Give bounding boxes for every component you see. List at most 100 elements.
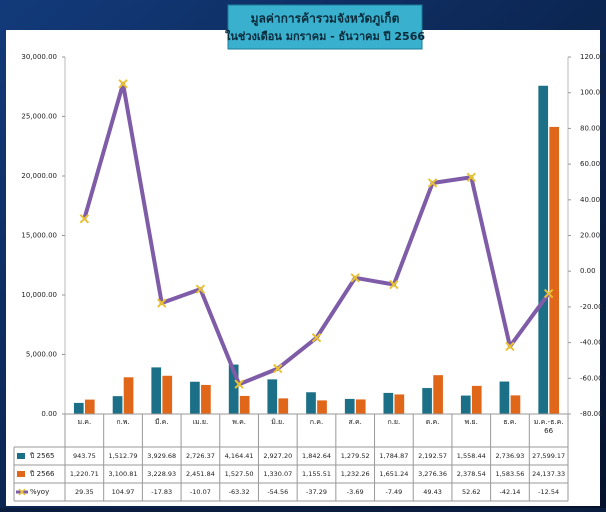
chart-title: มูลค่าการค้ารวมจังหวัดภูเก็ต xyxy=(251,11,400,27)
table-value: 943.75 xyxy=(73,452,96,460)
bar xyxy=(499,381,509,414)
chart: มูลค่าการค้ารวมจังหวัดภูเก็ต ในช่วงเดือน… xyxy=(0,0,606,508)
y-tick-label: 20,000.00 xyxy=(21,172,57,180)
bar xyxy=(190,382,200,414)
table-value: 3,100.81 xyxy=(109,470,138,478)
x-tick-label: ก.พ. xyxy=(105,418,142,427)
bar xyxy=(74,403,84,414)
x-tick-label-box: ส.ค. xyxy=(337,418,374,445)
table-value: 1,220.71 xyxy=(70,470,99,478)
bar xyxy=(433,375,443,414)
table-value: 2,927.20 xyxy=(263,452,292,460)
x-tick-label: พ.ย. xyxy=(453,418,490,427)
x-tick-label-box: พ.ค. xyxy=(221,418,258,445)
bar xyxy=(345,399,355,414)
y2-tick-label: -20.00 xyxy=(580,303,603,311)
table-value: 2,726.37 xyxy=(186,452,215,460)
legend-label: ปี 2566 xyxy=(30,470,55,478)
bar xyxy=(306,392,316,414)
table-value: 1,512.79 xyxy=(109,452,138,460)
legend-label: %yoy xyxy=(30,488,49,496)
table-value: 1,330.07 xyxy=(263,470,292,478)
table-value: -3.69 xyxy=(347,488,364,496)
bar xyxy=(240,396,250,414)
bar xyxy=(356,399,366,414)
y2-tick-label: 60.00 xyxy=(580,160,600,168)
table-value: 1,232.26 xyxy=(341,470,370,478)
bar xyxy=(201,385,211,414)
table-value: 49.43 xyxy=(423,488,442,496)
table-value: -54.56 xyxy=(267,488,288,496)
table-value: 1,527.50 xyxy=(225,470,254,478)
y2-tick-label: -60.00 xyxy=(580,374,603,382)
x-tick-label-box: พ.ย. xyxy=(453,418,490,445)
table-value: 1,558.44 xyxy=(457,452,486,460)
table-value: -7.49 xyxy=(385,488,402,496)
bar xyxy=(394,394,404,414)
table-value: 1,155.51 xyxy=(302,470,331,478)
bar xyxy=(113,396,123,414)
x-tick-label: พ.ค. xyxy=(221,418,258,427)
table-value: 52.62 xyxy=(462,488,481,496)
table-value: 27,599.17 xyxy=(532,452,565,460)
table-value: 1,651.24 xyxy=(379,470,408,478)
table-value: -42.14 xyxy=(499,488,520,496)
x-tick-label-box: ต.ค. xyxy=(414,418,451,445)
legend-label: ปี 2565 xyxy=(30,452,55,460)
table-value: 2,736.93 xyxy=(495,452,524,460)
x-tick-label-box: มิ.ย. xyxy=(259,418,296,445)
table-value: 104.97 xyxy=(112,488,135,496)
bar xyxy=(549,127,559,414)
table-value: -17.83 xyxy=(151,488,172,496)
y-tick-label: 0.00 xyxy=(41,410,57,418)
y-tick-label: 10,000.00 xyxy=(21,291,57,299)
y-tick-label: 25,000.00 xyxy=(21,113,57,121)
bar xyxy=(472,386,482,414)
table-value: 2,192.57 xyxy=(418,452,447,460)
legend-swatch xyxy=(17,453,25,459)
page: {"chart_data": {"type": "bar-line", "tit… xyxy=(0,0,606,508)
table-value: 1,583.56 xyxy=(495,470,524,478)
x-tick-label: ก.ค. xyxy=(298,418,335,427)
table-value: -37.29 xyxy=(306,488,327,496)
x-tick-label-box: มี.ค. xyxy=(143,418,180,445)
table-value: -12.54 xyxy=(538,488,559,496)
bar xyxy=(317,400,327,414)
y2-tick-label: 80.00 xyxy=(580,124,600,132)
legend-swatch xyxy=(17,471,25,477)
y-tick-label: 15,000.00 xyxy=(21,232,57,240)
bar xyxy=(85,399,95,414)
x-tick-label-box: ก.ค. xyxy=(298,418,335,445)
y2-tick-label: 40.00 xyxy=(580,196,600,204)
x-tick-label-box: ม.ค.-ธ.ค. 66 xyxy=(530,418,567,445)
x-tick-label: มิ.ย. xyxy=(259,418,296,427)
x-tick-label: ม.ค. xyxy=(66,418,103,427)
x-tick-label-box: ก.ย. xyxy=(376,418,413,445)
y2-tick-label: -40.00 xyxy=(580,339,603,347)
x-tick-label-box: ก.พ. xyxy=(105,418,142,445)
bar xyxy=(510,395,520,414)
bar xyxy=(422,388,432,414)
x-tick-label: ส.ค. xyxy=(337,418,374,427)
x-tick-label: ธ.ค. xyxy=(492,418,529,427)
table-value: 1,279.52 xyxy=(341,452,370,460)
table-value: 1,842.64 xyxy=(302,452,331,460)
x-tick-label: ก.ย. xyxy=(376,418,413,427)
bar xyxy=(538,86,548,414)
chart-subtitle: ในช่วงเดือน มกราคม - ธันวาคม ปี 2566 xyxy=(225,29,425,43)
table-value: 2,378.54 xyxy=(457,470,486,478)
x-tick-label-box: ม.ค. xyxy=(66,418,103,445)
bar xyxy=(383,393,393,414)
bar xyxy=(461,395,471,414)
y2-tick-label: 120.00 xyxy=(580,53,605,61)
table-value: 2,451.84 xyxy=(186,470,215,478)
bar xyxy=(267,379,277,414)
x-tick-label: เม.ย. xyxy=(182,418,219,427)
y-tick-label: 30,000.00 xyxy=(21,53,57,61)
x-tick-label: ม.ค.-ธ.ค. 66 xyxy=(530,418,567,436)
bar xyxy=(162,376,172,414)
bar xyxy=(151,367,161,414)
y-tick-label: 5,000.00 xyxy=(26,351,57,359)
y2-tick-label: 20.00 xyxy=(580,232,600,240)
table-value: 3,228.93 xyxy=(147,470,176,478)
